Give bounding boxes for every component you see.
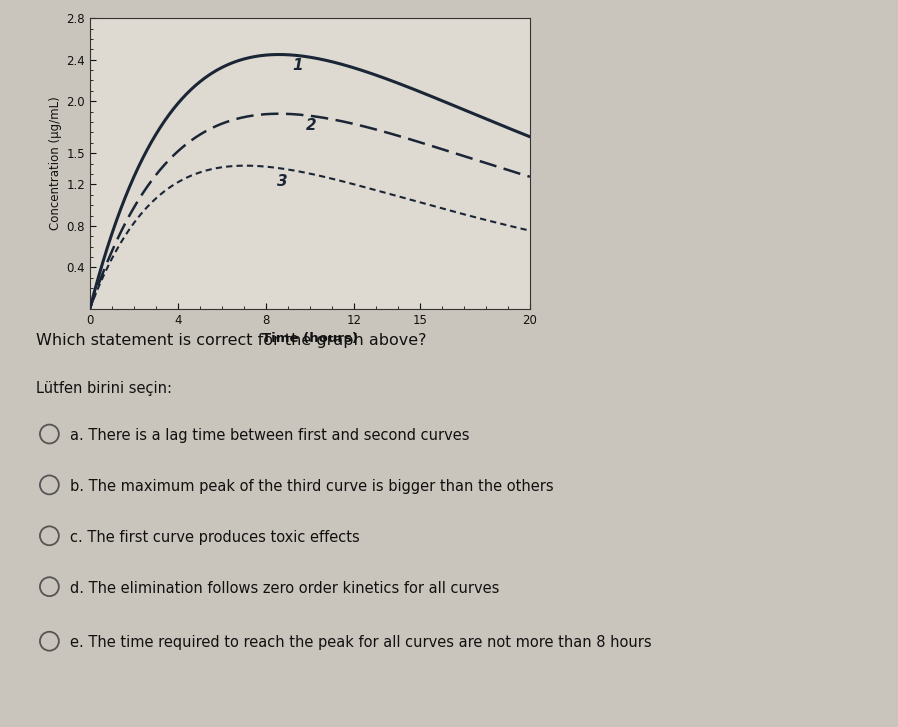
Text: Lütfen birini seçin:: Lütfen birini seçin: xyxy=(36,380,172,395)
Text: 2: 2 xyxy=(305,119,316,133)
Text: e. The time required to reach the peak for all curves are not more than 8 hours: e. The time required to reach the peak f… xyxy=(70,635,652,650)
X-axis label: Time (hours): Time (hours) xyxy=(262,332,357,345)
Text: 3: 3 xyxy=(277,174,287,190)
Text: b. The maximum peak of the third curve is bigger than the others: b. The maximum peak of the third curve i… xyxy=(70,478,554,494)
Text: a. There is a lag time between first and second curves: a. There is a lag time between first and… xyxy=(70,427,470,443)
Text: Which statement is correct for the graph above?: Which statement is correct for the graph… xyxy=(36,333,427,348)
Text: d. The elimination follows zero order kinetics for all curves: d. The elimination follows zero order ki… xyxy=(70,580,499,595)
Text: c. The first curve produces toxic effects: c. The first curve produces toxic effect… xyxy=(70,529,360,545)
Text: 1: 1 xyxy=(292,58,303,73)
Y-axis label: Concentration (μg/mL): Concentration (μg/mL) xyxy=(49,97,62,230)
